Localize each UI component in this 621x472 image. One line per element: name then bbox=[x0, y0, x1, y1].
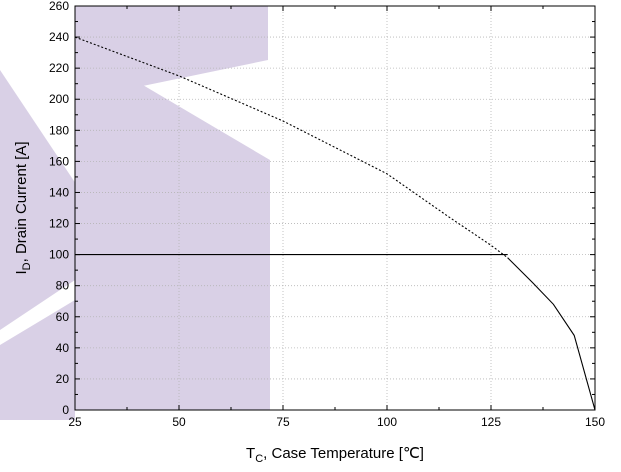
y-tick-label: 260 bbox=[49, 0, 69, 13]
x-tick-label: 50 bbox=[172, 415, 186, 429]
y-tick-label: 240 bbox=[49, 30, 69, 44]
series-layer bbox=[74, 36, 596, 411]
y-axis-title-subscript: D bbox=[21, 262, 33, 270]
x-tick-labels: 25 50 75 100 125 150 bbox=[68, 415, 605, 429]
y-tick-label: 180 bbox=[49, 123, 69, 137]
x-tick-label: 100 bbox=[377, 415, 397, 429]
y-tick-label: 40 bbox=[56, 341, 70, 355]
y-axis-title: ID, Drain Current [A] bbox=[13, 142, 33, 275]
grid-lines bbox=[75, 6, 595, 410]
y-tick-label: 60 bbox=[56, 310, 70, 324]
y-tick-label: 220 bbox=[49, 61, 69, 75]
watermark-shape bbox=[0, 70, 120, 330]
series-line-solid bbox=[507, 257, 596, 411]
x-axis-title-main: T bbox=[246, 445, 255, 462]
y-tick-label: 140 bbox=[49, 185, 69, 199]
y-axis-title-main: I bbox=[13, 270, 30, 274]
y-tick-label: 160 bbox=[49, 154, 69, 168]
y-tick-label: 100 bbox=[49, 248, 69, 262]
watermark-shape bbox=[75, 45, 270, 410]
x-axis-title-rest: , Case Temperature [℃] bbox=[263, 445, 424, 462]
x-axis-title: TC, Case Temperature [℃] bbox=[246, 445, 424, 465]
y-tick-labels: 0 20 40 60 80 100 120 140 160 180 200 220 240 260 bbox=[49, 0, 69, 417]
tick-marks bbox=[74, 5, 596, 411]
x-tick-label: 150 bbox=[585, 415, 605, 429]
y-tick-label: 0 bbox=[62, 403, 69, 417]
y-tick-label: 120 bbox=[49, 217, 69, 231]
watermark-shape bbox=[0, 300, 75, 420]
series-line-dotted bbox=[74, 36, 508, 259]
y-axis-title-rest: , Drain Current [A] bbox=[13, 142, 30, 263]
x-tick-label: 125 bbox=[481, 415, 501, 429]
x-axis-title-subscript: C bbox=[255, 453, 263, 465]
x-tick-label: 75 bbox=[276, 415, 290, 429]
x-tick-label: 25 bbox=[68, 415, 82, 429]
watermark-logo bbox=[0, 6, 270, 420]
y-tick-label: 200 bbox=[49, 92, 69, 106]
y-tick-label: 80 bbox=[56, 279, 70, 293]
y-tick-label: 20 bbox=[56, 372, 70, 386]
